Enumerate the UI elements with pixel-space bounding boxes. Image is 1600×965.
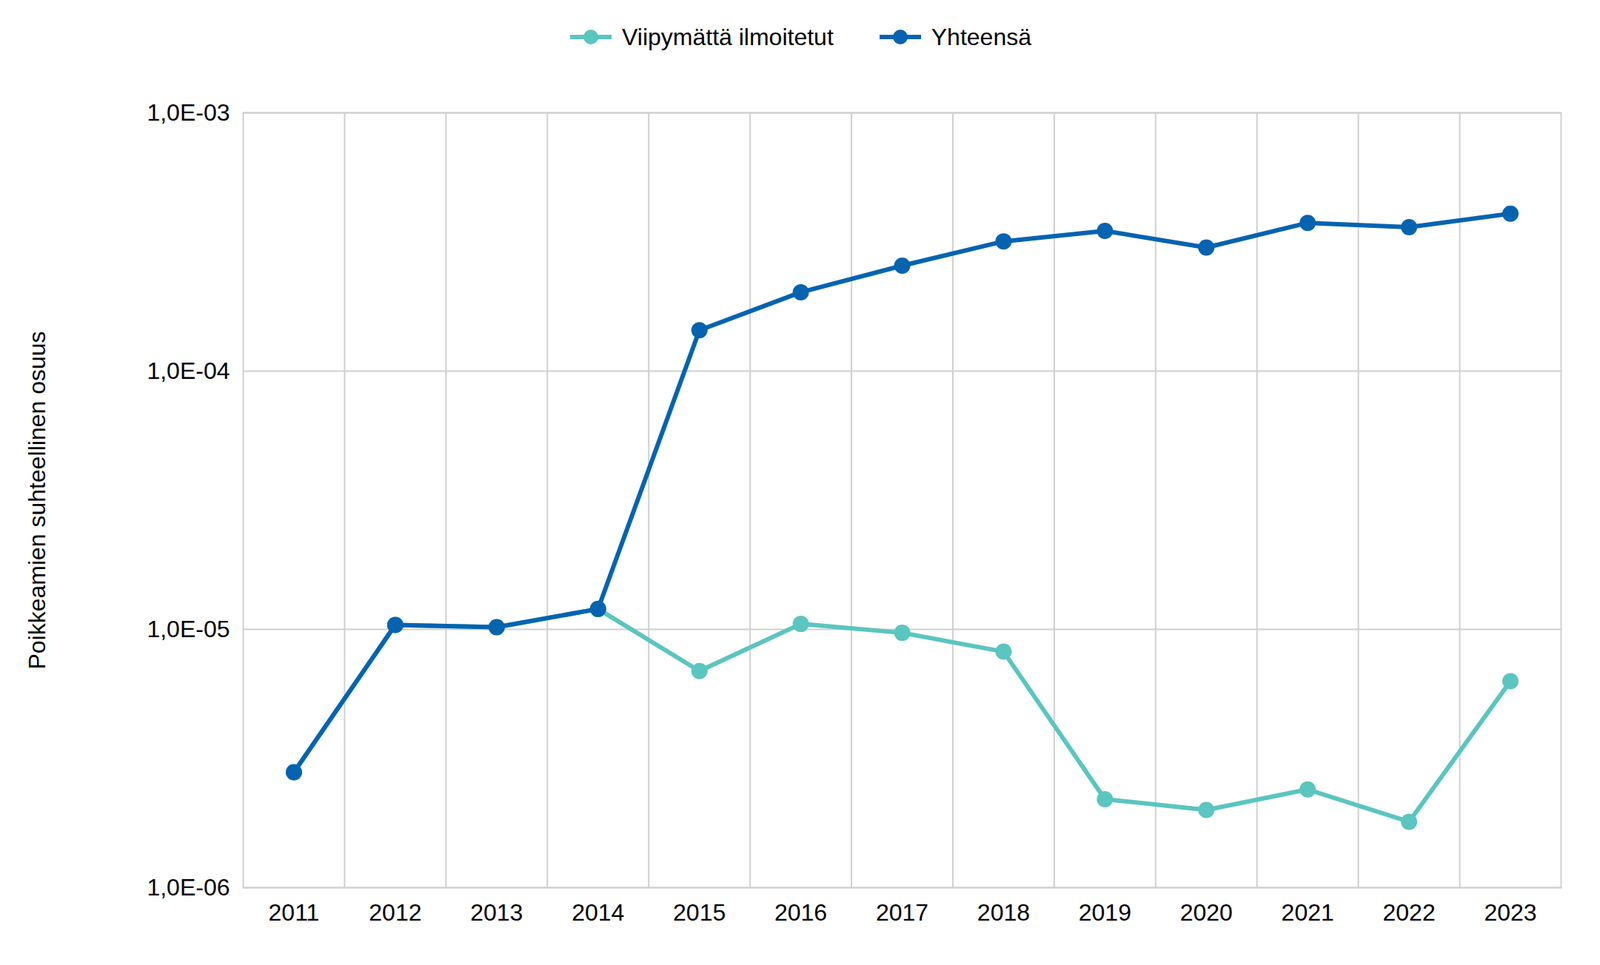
svg-text:2016: 2016: [774, 899, 828, 927]
svg-text:1,0E-05: 1,0E-05: [146, 616, 230, 643]
svg-text:2014: 2014: [571, 899, 625, 927]
svg-text:2013: 2013: [470, 899, 523, 927]
svg-text:1,0E-04: 1,0E-04: [146, 357, 230, 385]
svg-text:Poikkeamien suhteellinen osuus: Poikkeamien suhteellinen osuus: [23, 330, 51, 670]
svg-text:2012: 2012: [368, 899, 422, 927]
html-text:Yhteensä: Yhteensä: [931, 23, 1032, 50]
svg-text:2020: 2020: [1180, 899, 1233, 927]
svg-text:2018: 2018: [977, 899, 1030, 927]
svg-text:2017: 2017: [875, 899, 929, 927]
svg-text:1,0E-03: 1,0E-03: [146, 99, 230, 126]
svg-text:2011: 2011: [268, 899, 320, 927]
svg-text:2021: 2021: [1281, 899, 1335, 927]
html-text:Viipymättä ilmoitetut: Viipymättä ilmoitetut: [621, 23, 834, 50]
svg-text:1,0E-06: 1,0E-06: [146, 874, 230, 902]
svg-text:2019: 2019: [1078, 899, 1132, 927]
svg-text:2023: 2023: [1483, 899, 1537, 927]
svg-text:2015: 2015: [673, 899, 726, 927]
svg-text:2022: 2022: [1383, 899, 1436, 927]
